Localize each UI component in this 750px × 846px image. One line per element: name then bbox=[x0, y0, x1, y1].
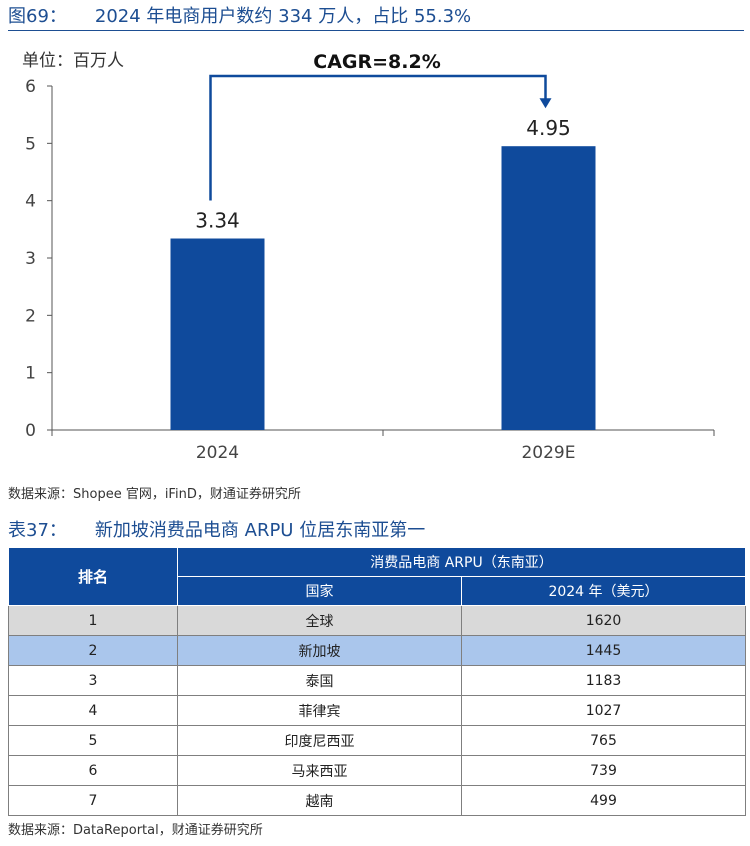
y-tick-label: 0 bbox=[25, 421, 36, 441]
y-axis: 0 1 2 3 4 5 6 bbox=[25, 77, 53, 441]
table-row: 1 全球 1620 bbox=[8, 605, 747, 636]
bar-data-label: 4.95 bbox=[526, 116, 571, 140]
table-row: 7 越南 499 bbox=[8, 785, 747, 816]
table-title-text: 新加坡消费品电商 ARPU 位居东南亚第一 bbox=[94, 520, 426, 541]
bar-2024 bbox=[170, 238, 265, 430]
bar-chart-svg: 单位：百万人 0 1 2 3 4 5 6 2024 2029E 3.34 4.95 CAGR=8… bbox=[22, 51, 715, 463]
bar-data-label: 3.34 bbox=[195, 209, 240, 233]
y-tick-label: 6 bbox=[25, 77, 36, 97]
cell-country: 菲律宾 bbox=[177, 695, 462, 726]
table-row: 6 马来西亚 739 bbox=[8, 755, 747, 786]
cell-value: 1183 bbox=[460, 665, 747, 696]
y-tick-label: 3 bbox=[25, 249, 36, 269]
cell-rank: 5 bbox=[8, 725, 178, 756]
cell-rank: 2 bbox=[8, 635, 178, 666]
cell-value: 1445 bbox=[460, 635, 747, 666]
cell-value: 1027 bbox=[460, 695, 747, 726]
cagr-arrowhead bbox=[539, 98, 552, 109]
table-row: 2 新加坡 1445 bbox=[8, 635, 747, 666]
bar-2029E bbox=[501, 146, 596, 430]
cell-country: 越南 bbox=[177, 785, 462, 816]
cell-rank: 6 bbox=[8, 755, 178, 786]
x-tick-label: 2024 bbox=[196, 443, 239, 463]
x-tick-label: 2029E bbox=[521, 443, 575, 463]
cell-country: 全球 bbox=[177, 605, 462, 636]
cell-value: 499 bbox=[460, 785, 747, 816]
bar-chart: 单位：百万人 0 1 2 3 4 5 6 2024 2029E 3.34 4.95 CAGR=8… bbox=[0, 34, 750, 474]
cell-rank: 4 bbox=[8, 695, 178, 726]
cell-rank: 7 bbox=[8, 785, 178, 816]
cell-value: 765 bbox=[460, 725, 747, 756]
y-tick-label: 2 bbox=[25, 306, 36, 326]
y-tick-label: 1 bbox=[25, 364, 36, 384]
cell-value: 739 bbox=[460, 755, 747, 786]
figure-title-text: 2024 年电商用户数约 334 万人，占比 55.3% bbox=[94, 6, 472, 27]
table-row: 3 泰国 1183 bbox=[8, 665, 747, 696]
figure-number: 图69： bbox=[8, 6, 67, 27]
cell-rank: 3 bbox=[8, 665, 178, 696]
cell-country: 印度尼西亚 bbox=[177, 725, 462, 756]
unit-label: 单位：百万人 bbox=[22, 51, 124, 71]
cell-country: 泰国 bbox=[177, 665, 462, 696]
header-country: 国家 bbox=[177, 576, 462, 606]
x-axis: 2024 2029E bbox=[51, 429, 715, 463]
cell-country: 新加坡 bbox=[177, 635, 462, 666]
table-source: 数据来源：DataReportal，财通证券研究所 bbox=[8, 823, 263, 838]
cell-rank: 1 bbox=[8, 605, 178, 636]
cell-country: 马来西亚 bbox=[177, 755, 462, 786]
header-group: 消费品电商 ARPU（东南亚） bbox=[176, 547, 747, 577]
header-value: 2024 年（美元） bbox=[460, 576, 747, 606]
figure-source: 数据来源：Shopee 官网，iFinD，财通证券研究所 bbox=[8, 487, 301, 502]
y-tick-label: 4 bbox=[25, 192, 36, 212]
cagr-annotation: CAGR=8.2% bbox=[209, 51, 552, 201]
arpu-table: 排名 消费品电商 ARPU（东南亚） 国家 2024 年（美元） 1 全球 16… bbox=[8, 547, 747, 816]
table-row: 5 印度尼西亚 765 bbox=[8, 725, 747, 756]
cagr-bracket bbox=[209, 74, 547, 201]
y-tick-label: 5 bbox=[25, 134, 36, 154]
figure-title: 图69： 2024 年电商用户数约 334 万人，占比 55.3% bbox=[8, 4, 744, 31]
header-rank: 排名 bbox=[8, 547, 178, 606]
bars: 3.34 4.95 bbox=[170, 116, 596, 430]
cell-value: 1620 bbox=[460, 605, 747, 636]
table-row: 4 菲律宾 1027 bbox=[8, 695, 747, 726]
table-title: 表37： 新加坡消费品电商 ARPU 位居东南亚第一 bbox=[8, 518, 744, 544]
cagr-label: CAGR=8.2% bbox=[313, 51, 441, 73]
table-number: 表37： bbox=[8, 520, 67, 541]
